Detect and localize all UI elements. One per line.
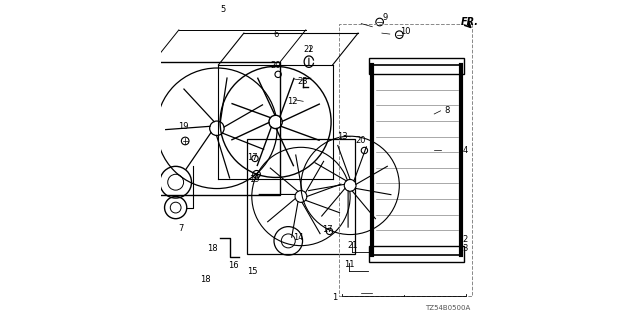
Text: 8: 8 [444,106,449,115]
Text: 20: 20 [270,61,281,70]
Text: 6: 6 [274,30,279,39]
Text: 1: 1 [332,292,337,301]
Circle shape [344,180,356,191]
Text: 23: 23 [297,77,308,86]
Bar [372,65,461,255]
Text: 17: 17 [322,225,333,234]
Text: 20: 20 [355,136,366,146]
Bar [247,140,355,253]
Text: 19: 19 [179,122,189,131]
Text: 22: 22 [303,45,314,54]
Text: 3: 3 [463,244,468,253]
Text: 18: 18 [200,276,211,284]
Text: TZ54B0500A: TZ54B0500A [426,305,470,311]
Text: 5: 5 [220,5,225,14]
Text: 19: 19 [249,174,259,184]
Text: 17: 17 [247,153,258,162]
Text: FR.: FR. [461,17,479,27]
Text: 4: 4 [463,146,468,155]
Text: 16: 16 [228,261,239,270]
Bar [154,62,280,195]
Text: 9: 9 [383,13,388,22]
Text: 7: 7 [179,224,184,233]
Text: 21: 21 [347,241,358,250]
Circle shape [295,191,307,202]
Text: 12: 12 [287,97,298,106]
Text: 14: 14 [293,233,303,242]
Circle shape [269,115,282,129]
Text: 13: 13 [337,132,348,141]
Text: 11: 11 [344,260,355,268]
Text: 2: 2 [463,235,468,244]
Text: 18: 18 [207,244,218,253]
Circle shape [210,121,224,135]
Bar [369,246,465,261]
Bar [369,59,465,74]
Text: 10: 10 [400,27,410,36]
Text: 15: 15 [248,267,258,276]
